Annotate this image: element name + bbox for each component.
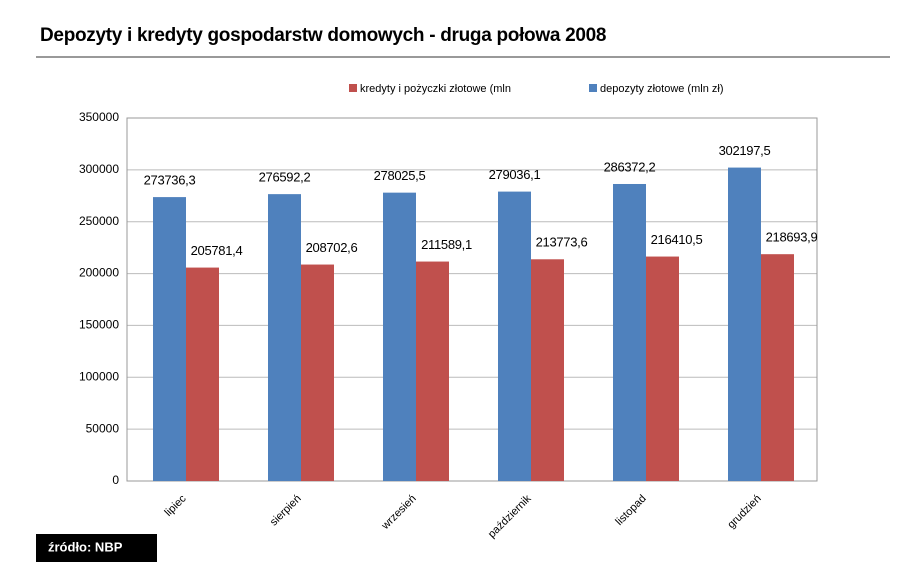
- bar: [613, 183, 646, 481]
- value-label: 273736,3: [144, 173, 196, 188]
- bar: [646, 256, 679, 481]
- value-label: 213773,6: [536, 235, 588, 250]
- x-tick-label: sierpień: [268, 493, 304, 529]
- value-label: 205781,4: [191, 243, 243, 258]
- plot-border: [126, 117, 818, 482]
- source-box: [36, 534, 157, 562]
- y-tick-label: 300000: [79, 162, 119, 176]
- legend-label: kredyty i pożyczki złotowe (mln: [360, 83, 511, 95]
- bar: [498, 191, 531, 481]
- x-tick-label: listopad: [613, 493, 648, 528]
- value-label: 302197,5: [719, 143, 771, 158]
- x-tick-label: grudzień: [725, 493, 763, 531]
- y-tick-label: 350000: [79, 110, 119, 124]
- bar: [761, 254, 794, 481]
- bar: [531, 259, 564, 481]
- source: źródło: NBP: [48, 539, 123, 554]
- value-label: 218693,9: [766, 230, 818, 245]
- y-tick-label: 200000: [79, 266, 119, 280]
- bar: [186, 267, 219, 481]
- value-label: 208702,6: [306, 240, 358, 255]
- bar: [268, 194, 301, 481]
- y-tick-label: 150000: [79, 318, 119, 332]
- chart-title: Depozyty i kredyty gospodarstw domowych …: [40, 25, 606, 46]
- bar: [416, 261, 449, 481]
- legend-swatch: [589, 84, 597, 92]
- legend-label: depozyty złotowe (mln zł): [600, 83, 724, 95]
- bar: [383, 192, 416, 482]
- y-tick-label: 250000: [79, 214, 119, 228]
- x-tick-label: wrzesień: [379, 493, 419, 533]
- y-tick-label: 0: [112, 473, 119, 487]
- legend-swatch: [349, 84, 357, 92]
- bar: [301, 264, 334, 481]
- value-label: 216410,5: [651, 232, 703, 247]
- bar: [728, 167, 761, 482]
- x-tick-label: lipiec: [162, 492, 189, 519]
- value-label: 276592,2: [259, 170, 311, 185]
- value-label: 278025,5: [374, 168, 426, 183]
- x-tick-label: październik: [486, 492, 534, 540]
- bar: [153, 197, 186, 481]
- y-tick-label: 100000: [79, 369, 119, 383]
- value-label: 279036,1: [489, 167, 541, 182]
- y-tick-label: 50000: [86, 421, 120, 435]
- value-label: 211589,1: [421, 237, 472, 252]
- value-label: 286372,2: [604, 159, 656, 174]
